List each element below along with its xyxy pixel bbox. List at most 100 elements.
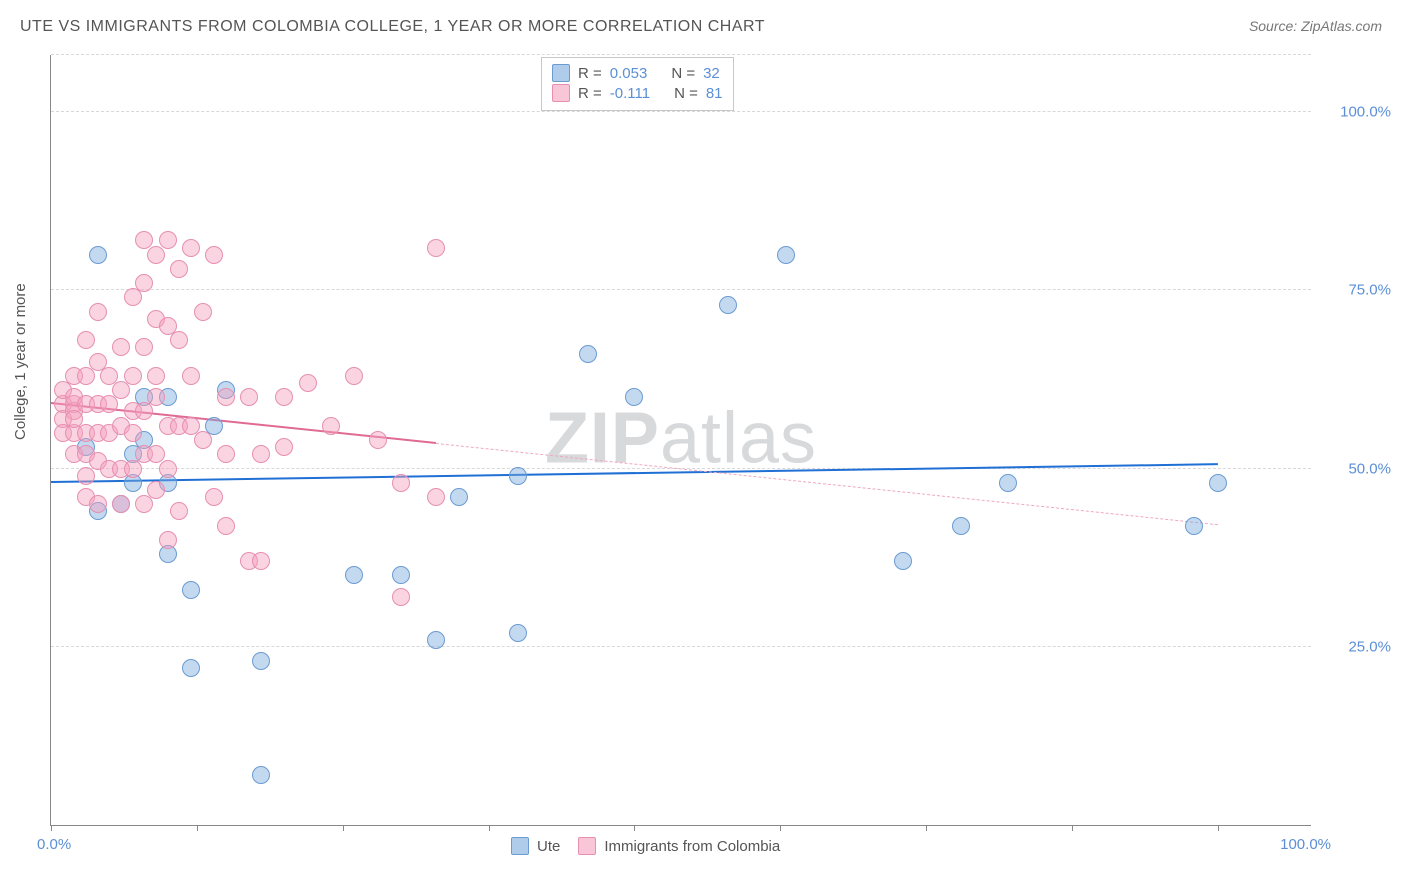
square-icon bbox=[552, 64, 570, 82]
data-point bbox=[124, 424, 142, 442]
data-point bbox=[369, 431, 387, 449]
n-value: 32 bbox=[703, 65, 720, 82]
data-point bbox=[217, 388, 235, 406]
data-point bbox=[450, 488, 468, 506]
data-point bbox=[777, 246, 795, 264]
data-point bbox=[135, 495, 153, 513]
data-point bbox=[299, 374, 317, 392]
data-point bbox=[509, 624, 527, 642]
gridline bbox=[51, 54, 1311, 55]
data-point bbox=[999, 474, 1017, 492]
legend-item: Ute bbox=[511, 837, 560, 855]
data-point bbox=[124, 288, 142, 306]
data-point bbox=[194, 431, 212, 449]
data-point bbox=[182, 581, 200, 599]
data-point bbox=[217, 517, 235, 535]
regression-line bbox=[436, 443, 1218, 525]
n-label: N = bbox=[674, 85, 698, 102]
watermark-atlas: atlas bbox=[660, 398, 817, 478]
data-point bbox=[322, 417, 340, 435]
data-point bbox=[77, 367, 95, 385]
data-point bbox=[170, 260, 188, 278]
x-tick bbox=[1218, 825, 1219, 831]
data-point bbox=[345, 566, 363, 584]
data-point bbox=[579, 345, 597, 363]
data-point bbox=[89, 495, 107, 513]
data-point bbox=[135, 338, 153, 356]
stats-row: R = -0.111 N = 81 bbox=[552, 84, 723, 102]
y-axis-tick-label: 100.0% bbox=[1321, 104, 1391, 121]
data-point bbox=[345, 367, 363, 385]
data-point bbox=[147, 388, 165, 406]
data-point bbox=[427, 488, 445, 506]
chart-legend: Ute Immigrants from Colombia bbox=[511, 837, 780, 855]
legend-item: Immigrants from Colombia bbox=[578, 837, 780, 855]
data-point bbox=[77, 331, 95, 349]
watermark-zip: ZIP bbox=[545, 398, 660, 478]
data-point bbox=[159, 231, 177, 249]
data-point bbox=[952, 517, 970, 535]
x-tick bbox=[197, 825, 198, 831]
n-label: N = bbox=[671, 65, 695, 82]
data-point bbox=[135, 274, 153, 292]
data-point bbox=[182, 659, 200, 677]
data-point bbox=[894, 552, 912, 570]
data-point bbox=[240, 388, 258, 406]
y-axis-tick-label: 50.0% bbox=[1321, 460, 1391, 477]
data-point bbox=[147, 481, 165, 499]
y-axis-title: College, 1 year or more bbox=[12, 283, 29, 440]
data-point bbox=[205, 246, 223, 264]
x-tick bbox=[343, 825, 344, 831]
data-point bbox=[112, 338, 130, 356]
data-point bbox=[89, 246, 107, 264]
x-tick bbox=[1072, 825, 1073, 831]
data-point bbox=[1209, 474, 1227, 492]
r-label: R = bbox=[578, 85, 602, 102]
x-tick bbox=[489, 825, 490, 831]
scatter-plot-area: ZIPatlas R = 0.053 N = 32 R = -0.111 N =… bbox=[50, 55, 1311, 826]
gridline bbox=[51, 111, 1311, 112]
data-point bbox=[100, 395, 118, 413]
x-tick bbox=[634, 825, 635, 831]
gridline bbox=[51, 289, 1311, 290]
correlation-stats-box: R = 0.053 N = 32 R = -0.111 N = 81 bbox=[541, 57, 734, 111]
x-tick bbox=[926, 825, 927, 831]
x-tick bbox=[780, 825, 781, 831]
r-label: R = bbox=[578, 65, 602, 82]
data-point bbox=[217, 445, 235, 463]
data-point bbox=[392, 566, 410, 584]
y-axis-tick-label: 75.0% bbox=[1321, 282, 1391, 299]
data-point bbox=[135, 402, 153, 420]
square-icon bbox=[511, 837, 529, 855]
data-point bbox=[124, 460, 142, 478]
x-tick bbox=[51, 825, 52, 831]
square-icon bbox=[578, 837, 596, 855]
data-point bbox=[147, 246, 165, 264]
x-axis-tick-label: 0.0% bbox=[37, 836, 71, 853]
source-text: Source: ZipAtlas.com bbox=[1249, 18, 1382, 34]
data-point bbox=[182, 239, 200, 257]
r-value: -0.111 bbox=[610, 85, 650, 102]
data-point bbox=[147, 367, 165, 385]
stats-row: R = 0.053 N = 32 bbox=[552, 64, 723, 82]
legend-label: Immigrants from Colombia bbox=[604, 838, 780, 855]
data-point bbox=[170, 331, 188, 349]
legend-label: Ute bbox=[537, 838, 560, 855]
data-point bbox=[205, 488, 223, 506]
data-point bbox=[427, 631, 445, 649]
data-point bbox=[252, 552, 270, 570]
data-point bbox=[252, 766, 270, 784]
data-point bbox=[112, 381, 130, 399]
data-point bbox=[159, 460, 177, 478]
square-icon bbox=[552, 84, 570, 102]
data-point bbox=[112, 495, 130, 513]
n-value: 81 bbox=[706, 85, 723, 102]
data-point bbox=[194, 303, 212, 321]
data-point bbox=[719, 296, 737, 314]
data-point bbox=[170, 502, 188, 520]
data-point bbox=[625, 388, 643, 406]
gridline bbox=[51, 646, 1311, 647]
data-point bbox=[252, 445, 270, 463]
data-point bbox=[275, 388, 293, 406]
data-point bbox=[124, 367, 142, 385]
